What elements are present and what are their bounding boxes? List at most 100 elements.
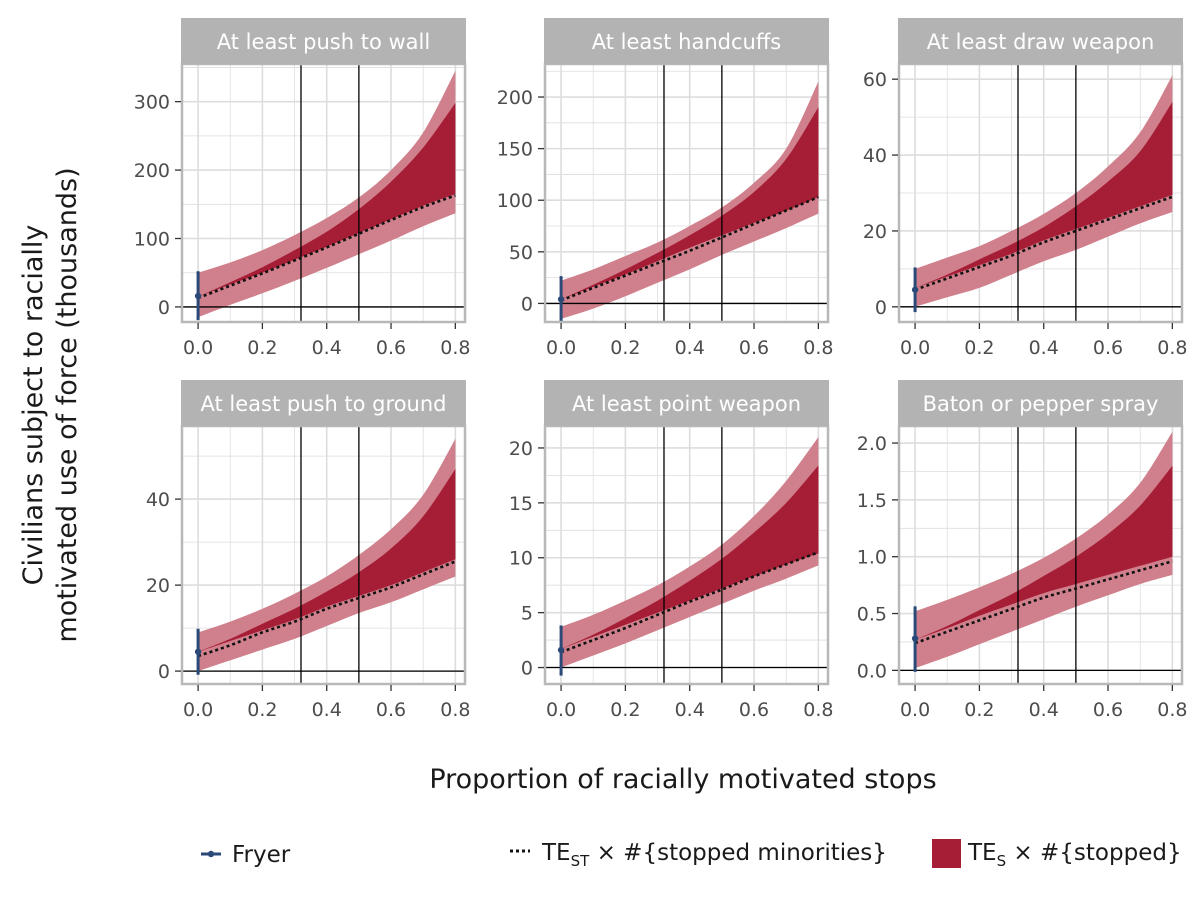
panel-title: At least handcuffs bbox=[592, 30, 781, 54]
dotted-series-line bbox=[197, 194, 456, 300]
outer-band bbox=[561, 81, 819, 319]
inner-band bbox=[561, 107, 819, 300]
x-tick-label: 0.0 bbox=[183, 699, 213, 721]
x-tick-label: 0.0 bbox=[900, 699, 930, 721]
x-tick-label: 0.4 bbox=[675, 337, 705, 359]
y-tick-label: 40 bbox=[863, 145, 887, 167]
y-axis: 0 20 40 60 bbox=[863, 69, 898, 319]
x-tick-label: 0.2 bbox=[964, 337, 994, 359]
dotted-series-line bbox=[560, 551, 819, 654]
panel-title: At least push to wall bbox=[217, 30, 430, 54]
y-tick-label: 1.0 bbox=[857, 547, 887, 569]
outer-band bbox=[915, 75, 1173, 307]
x-tick-label: 0.6 bbox=[1093, 699, 1123, 721]
x-tick-label: 0.6 bbox=[376, 699, 406, 721]
x-tick-label: 0.6 bbox=[739, 699, 769, 721]
y-tick-label: 100 bbox=[497, 190, 533, 212]
y-axis-title-line-1: Civilians subject to racially bbox=[18, 225, 49, 586]
y-tick-label: 5 bbox=[521, 603, 533, 625]
y-tick-label: 0 bbox=[521, 658, 533, 680]
y-tick-label: 20 bbox=[146, 575, 170, 597]
fryer-point bbox=[557, 646, 565, 654]
y-tick-label: 0 bbox=[875, 297, 887, 319]
legend-te-st-rest: × #{stopped minorities} bbox=[589, 840, 887, 866]
x-tick-label: 0.8 bbox=[440, 699, 470, 721]
y-axis: 0 5 10 15 20 bbox=[509, 438, 544, 680]
x-axis: 0.0 0.2 0.4 0.6 0.8 bbox=[546, 685, 833, 721]
legend-te-st-sub: ST bbox=[571, 852, 591, 870]
x-tick-label: 0.8 bbox=[803, 337, 833, 359]
x-axis: 0.0 0.2 0.4 0.6 0.8 bbox=[183, 685, 470, 721]
y-tick-label: 0.0 bbox=[857, 660, 887, 682]
y-tick-label: 50 bbox=[509, 242, 533, 264]
inner-band bbox=[198, 469, 456, 652]
y-tick-label: 2.0 bbox=[857, 433, 887, 455]
panel-strip bbox=[181, 18, 466, 64]
legend-item-te-s: TES × #{stopped} bbox=[932, 839, 1182, 870]
y-tick-label: 60 bbox=[863, 69, 887, 91]
panel-data bbox=[899, 426, 1182, 684]
panel-strip bbox=[898, 380, 1183, 426]
panel-title: At least push to ground bbox=[200, 392, 446, 416]
panel-4: At least push to ground 0.0 0.2 0.4 0.6 0.8 0 2… bbox=[146, 380, 470, 721]
x-tick-label: 0.4 bbox=[1029, 337, 1059, 359]
panel-strip bbox=[544, 18, 829, 64]
y-axis-title: Civilians subject to racially motivated … bbox=[18, 167, 83, 642]
inner-band bbox=[198, 103, 456, 297]
fryer-point bbox=[911, 635, 919, 642]
y-tick-label: 0 bbox=[158, 661, 170, 683]
panel-data bbox=[545, 426, 828, 684]
panel-title: Baton or pepper spray bbox=[923, 392, 1159, 416]
outer-band bbox=[561, 437, 819, 668]
dotted-series-line bbox=[197, 560, 456, 658]
legend: Fryer TEST × #{stopped minorities} TES ×… bbox=[201, 839, 1182, 870]
x-axis-title: Proportion of racially motivated stops bbox=[429, 764, 936, 795]
x-tick-label: 0.2 bbox=[610, 337, 640, 359]
y-axis: 0 50 100 150 200 bbox=[497, 87, 544, 315]
legend-key-fryer-dot bbox=[207, 850, 215, 858]
x-tick-label: 0.0 bbox=[900, 337, 930, 359]
x-tick-label: 0.4 bbox=[675, 699, 705, 721]
x-tick-label: 0.2 bbox=[247, 699, 277, 721]
y-tick-label: 15 bbox=[509, 493, 533, 515]
x-tick-label: 0.2 bbox=[247, 337, 277, 359]
x-axis: 0.0 0.2 0.4 0.6 0.8 bbox=[900, 323, 1187, 359]
fryer-point bbox=[194, 648, 202, 655]
dotted-series-line bbox=[914, 560, 1173, 645]
fryer-point bbox=[911, 286, 919, 293]
y-tick-label: 0 bbox=[521, 293, 533, 315]
legend-te-st-main: TE bbox=[541, 840, 571, 866]
legend-key-band bbox=[932, 839, 961, 868]
panel-data bbox=[182, 426, 465, 684]
legend-label-fryer: Fryer bbox=[232, 842, 291, 868]
dotted-series-line bbox=[560, 195, 819, 302]
panel-5: At least point weapon 0.0 0.2 0.4 0.6 0.8 0 5 10… bbox=[509, 380, 833, 721]
fryer-point bbox=[557, 296, 565, 303]
legend-label-te-s: TES × #{stopped} bbox=[967, 840, 1182, 870]
legend-item-fryer: Fryer bbox=[201, 842, 291, 868]
x-tick-label: 0.6 bbox=[739, 337, 769, 359]
outer-band bbox=[198, 70, 456, 318]
y-axis: 0.0 0.5 1.0 1.5 2.0 bbox=[857, 433, 898, 682]
outer-band bbox=[198, 438, 456, 672]
panel-title: At least point weapon bbox=[572, 392, 801, 416]
panel-1: At least push to wall 0.0 0.2 0.4 0.6 0.8 0 100… bbox=[134, 18, 470, 359]
x-axis: 0.0 0.2 0.4 0.6 0.8 bbox=[900, 685, 1187, 721]
y-tick-label: 10 bbox=[509, 548, 533, 570]
y-tick-label: 200 bbox=[134, 160, 170, 182]
legend-item-te-st: TEST × #{stopped minorities} bbox=[510, 840, 887, 870]
y-tick-label: 40 bbox=[146, 489, 170, 511]
y-axis-title-line-2: motivated use of force (thousands) bbox=[52, 167, 83, 642]
inner-band bbox=[561, 465, 819, 649]
x-tick-label: 0.8 bbox=[1157, 699, 1187, 721]
y-tick-label: 150 bbox=[497, 139, 533, 161]
panel-strip bbox=[898, 18, 1183, 64]
y-tick-label: 300 bbox=[134, 92, 170, 114]
x-tick-label: 0.8 bbox=[803, 699, 833, 721]
y-tick-label: 200 bbox=[497, 87, 533, 109]
x-tick-label: 0.2 bbox=[610, 699, 640, 721]
panel-strip bbox=[181, 380, 466, 426]
